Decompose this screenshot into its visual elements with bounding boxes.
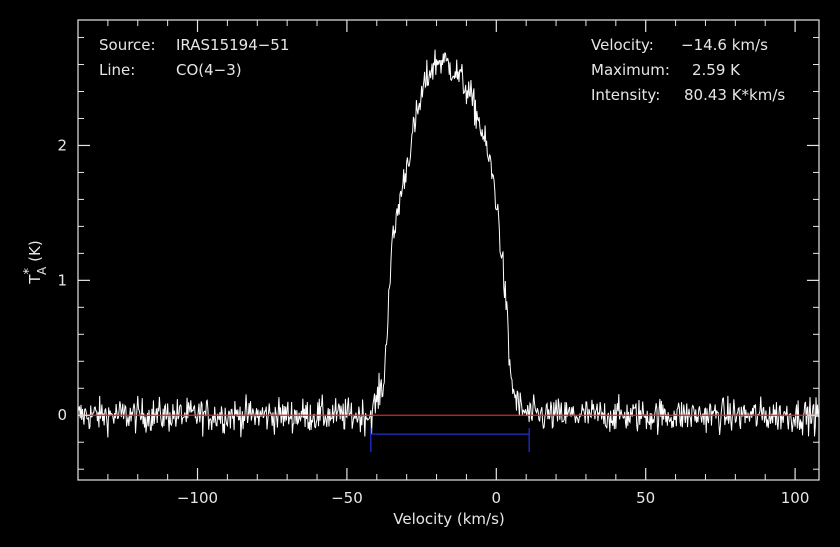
x-tick-label: −100	[177, 489, 218, 507]
source-value: IRAS15194−51	[176, 36, 289, 54]
axis-ticks: −100 −50 0 50 100 0 1 2	[57, 20, 819, 507]
spectrum-line-0	[77, 49, 820, 438]
y-axis-label-main: T	[26, 274, 44, 285]
plot-frame	[77, 19, 820, 481]
x-tick-label: 50	[636, 489, 655, 507]
x-tick-label: 100	[781, 489, 810, 507]
y-axis-label-sup: *	[22, 268, 37, 275]
spectrum-series-group	[77, 49, 820, 438]
line-value: CO(4−3)	[176, 61, 242, 79]
y-tick-label: 0	[57, 406, 67, 424]
svg-text:T*A(K): T*A (K)	[22, 240, 49, 284]
y-axis-label: T*A (K)	[22, 240, 49, 284]
y-axis-label-sub: A	[35, 266, 49, 275]
integration-window	[370, 428, 530, 453]
source-key: Source:	[99, 36, 156, 54]
y-tick-label: 1	[57, 271, 67, 289]
y-tick-label: 2	[57, 136, 67, 154]
x-axis-label: Velocity (km/s)	[393, 510, 504, 528]
x-tick-label: −50	[331, 489, 363, 507]
x-tick-label: 0	[492, 489, 502, 507]
velocity-value: −14.6 km/s	[681, 36, 768, 54]
intensity-key: Intensity:	[591, 86, 660, 104]
maximum-value: 2.59 K	[692, 61, 741, 79]
line-key: Line:	[99, 61, 135, 79]
maximum-key: Maximum:	[591, 61, 670, 79]
y-axis-label-unit: (K)	[26, 240, 44, 262]
velocity-key: Velocity:	[591, 36, 654, 54]
intensity-value: 80.43 K*km/s	[684, 86, 785, 104]
